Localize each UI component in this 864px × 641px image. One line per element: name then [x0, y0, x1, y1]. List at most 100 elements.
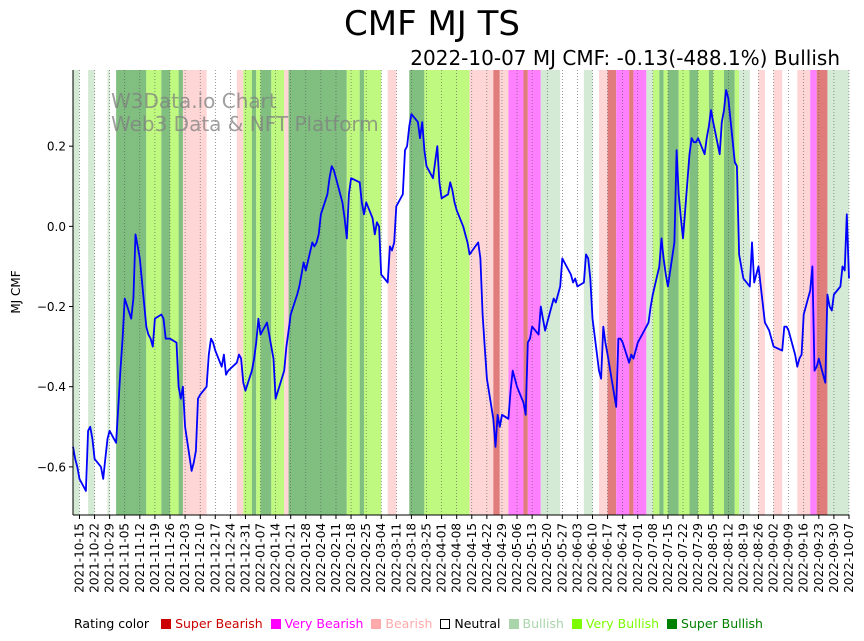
rating-band-bullish [73, 70, 80, 515]
rating-band-bearish [598, 70, 608, 515]
rating-band-very-bullish [678, 70, 690, 515]
rating-band-bullish [827, 70, 849, 515]
x-tick-label: 2022-08-26 [751, 523, 765, 593]
rating-band-very-bearish [527, 70, 541, 515]
x-tick-label: 2021-12-17 [208, 523, 222, 593]
rating-band-bearish [284, 70, 289, 515]
x-tick-label: 2022-08-05 [706, 523, 720, 593]
rating-legend: Rating color Super Bearish Very Bearish Be… [74, 616, 771, 632]
x-tick-label: 2022-05-20 [540, 523, 554, 593]
rating-band-very-bullish [713, 70, 724, 515]
legend-label: Super Bullish [681, 616, 763, 631]
x-tick-label: 2021-12-24 [223, 523, 237, 593]
rating-band-super-bullish [251, 70, 257, 515]
rating-band-super-bullish [116, 70, 136, 515]
rating-band-bullish [739, 70, 750, 515]
x-tick-label: 2022-04-01 [435, 523, 449, 593]
y-tick-label: −0.2 [37, 300, 66, 314]
legend-item-bearish: Bearish [371, 616, 432, 632]
y-tick-label: −0.6 [37, 460, 66, 474]
rating-band-bearish [499, 70, 509, 515]
x-tick-label: 2022-05-06 [510, 523, 524, 593]
legend-label: Bullish [522, 616, 564, 631]
x-tick-label: 2022-08-12 [721, 523, 735, 593]
rating-band-super-bullish [667, 70, 679, 515]
x-tick-label: 2022-07-15 [661, 523, 675, 593]
x-tick-label: 2021-10-15 [72, 523, 86, 593]
legend-swatch [270, 619, 281, 629]
rating-band-very-bullish [271, 70, 285, 515]
rating-band-very-bullish [652, 70, 660, 515]
legend-item-very-bearish: Very Bearish [270, 616, 363, 632]
legend-item-very-bullish: Very Bullish [571, 616, 660, 632]
x-tick-label: 2022-07-01 [631, 523, 645, 593]
x-tick-label: 2022-03-25 [420, 523, 434, 593]
rating-band-bullish [88, 70, 95, 515]
x-tick-label: 2022-05-27 [555, 523, 569, 593]
rating-band-super-bullish [359, 70, 364, 515]
x-tick-label: 2021-12-10 [193, 523, 207, 593]
rating-band-very-bullish [256, 70, 261, 515]
rating-band-very-bullish [698, 70, 709, 515]
x-tick-label: 2022-02-18 [344, 523, 358, 593]
legend-swatch [440, 619, 451, 629]
x-tick-label: 2021-10-29 [103, 523, 117, 593]
x-tick-label: 2022-09-23 [812, 523, 826, 593]
x-tick-label: 2022-05-13 [525, 523, 539, 593]
legend-item-neutral: Neutral [440, 616, 501, 632]
x-tick-label: 2022-10-07 [842, 523, 856, 593]
y-axis-label: MJ CMF [9, 270, 23, 313]
rating-band-very-bullish [663, 70, 668, 515]
x-tick-label: 2022-06-03 [570, 523, 584, 593]
legend-title: Rating color [74, 616, 150, 631]
x-tick-label: 2022-06-10 [585, 523, 599, 593]
legend-item-super-bullish: Super Bullish [667, 616, 763, 632]
rating-band-bearish [387, 70, 397, 515]
chart-subtitle: 2022-10-07 MJ CMF: -0.13(-488.1%) Bullis… [410, 46, 840, 70]
x-ticks: 2021-10-15 2021-10-22 2021-10-29 2021-11-05… [72, 515, 856, 593]
rating-band-super-bullish [659, 70, 664, 515]
axes [72, 70, 849, 516]
y-tick-label: 0.2 [47, 140, 66, 154]
rating-band-super-bullish [723, 70, 735, 515]
y-ticks: −0.6 −0.4 −0.2 0.0 0.2 [37, 140, 73, 474]
x-tick-label: 2022-01-28 [299, 523, 313, 593]
rating-band-very-bullish [170, 70, 179, 515]
watermark-line-1: W3Data.io Chart [111, 89, 277, 113]
rating-band-bullish [107, 70, 110, 515]
x-tick-label: 2022-04-22 [480, 523, 494, 593]
legend-item-bullish: Bullish [508, 616, 564, 632]
rating-band-super-bearish [493, 70, 500, 515]
legend-label: Bearish [385, 616, 433, 631]
legend-swatch [571, 619, 582, 629]
watermark-line-2: Web3 Data & NFT Platform [111, 112, 379, 136]
rating-band-bearish [182, 70, 207, 515]
x-tick-label: 2022-09-09 [782, 523, 796, 593]
x-tick-label: 2022-03-11 [389, 523, 403, 593]
rating-band-super-bullish [135, 70, 147, 515]
cmf-line [72, 89, 850, 492]
x-tick-label: 2022-09-30 [827, 523, 841, 593]
x-tick-label: 2022-08-19 [736, 523, 750, 593]
rating-band-very-bullish [364, 70, 382, 515]
rating-band-very-bearish [508, 70, 524, 515]
legend-label: Very Bullish [585, 616, 660, 631]
x-tick-label: 2022-02-11 [329, 523, 343, 593]
x-tick-label: 2022-02-25 [359, 523, 373, 593]
rating-band-super-bearish [629, 70, 634, 515]
rating-band-super-bearish [816, 70, 828, 515]
x-tick-label: 2021-12-03 [178, 523, 192, 593]
legend-swatch [371, 619, 382, 629]
rating-band-very-bearish [633, 70, 647, 515]
rating-band-super-bullish [260, 70, 272, 515]
x-tick-label: 2022-01-07 [254, 523, 268, 593]
rating-band-bullish [540, 70, 561, 515]
x-tick-label: 2022-07-22 [676, 523, 690, 593]
x-tick-label: 2022-04-15 [465, 523, 479, 593]
rating-band-very-bullish [346, 70, 360, 515]
rating-band-super-bullish [708, 70, 714, 515]
legend-label: Super Bearish [175, 616, 263, 631]
rating-band-super-bearish [607, 70, 617, 515]
x-grid [79, 70, 850, 515]
